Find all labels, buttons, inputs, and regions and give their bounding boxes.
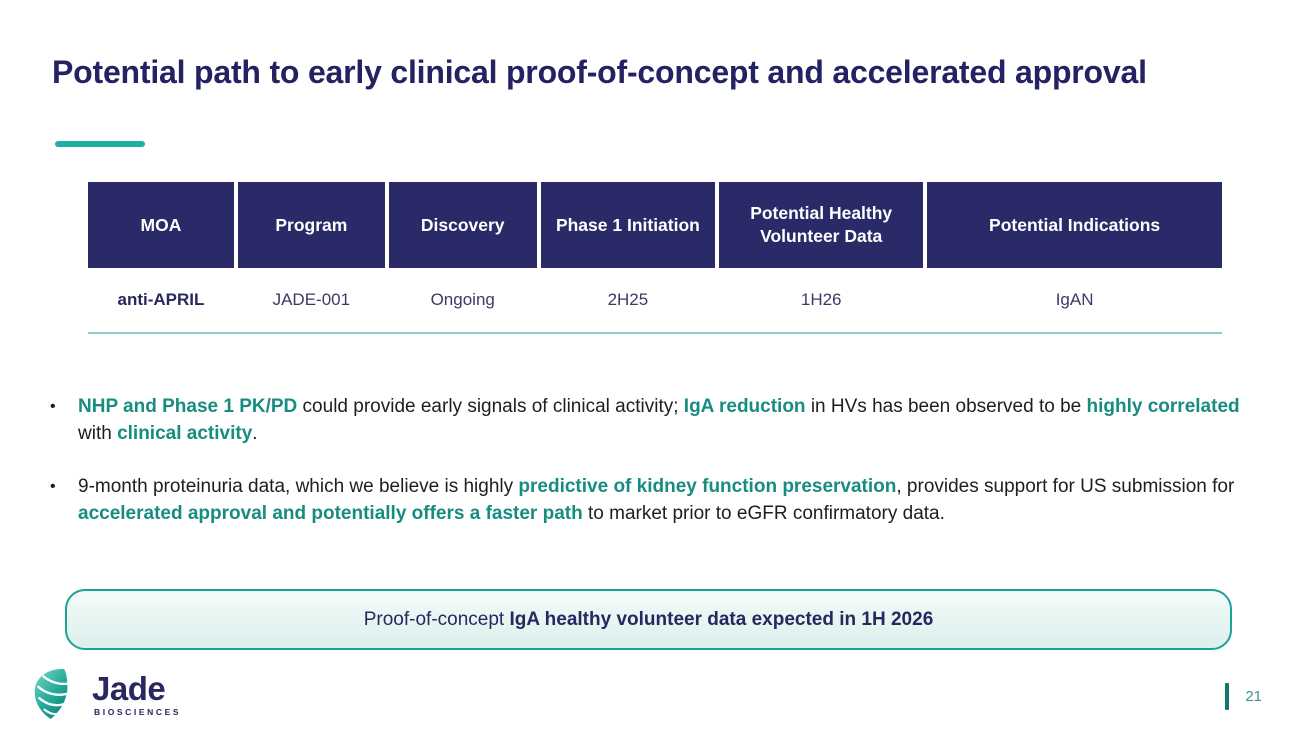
bullet-text-proteinuria: 9-month proteinuria data, which we belie… xyxy=(78,476,1235,524)
cell-moa: anti-APRIL xyxy=(117,290,205,309)
logo-wordmark: Jade xyxy=(92,670,166,707)
list-item: • 9-month proteinuria data, which we bel… xyxy=(50,474,1245,527)
page-number-bar xyxy=(1225,683,1230,710)
page-marker: 21 xyxy=(1225,683,1262,710)
jade-biosciences-logo: Jade BIOSCIENCES xyxy=(32,668,181,720)
title-accent-bar xyxy=(55,141,145,147)
cell-program: JADE-001 xyxy=(272,290,351,309)
page-number: 21 xyxy=(1245,688,1262,705)
logo-text: Jade BIOSCIENCES xyxy=(92,668,182,718)
logo-subtitle: BIOSCIENCES xyxy=(94,707,182,718)
table-header-row: MOA Program Discovery Phase 1 Initiation… xyxy=(88,182,1222,268)
jade-leaf-icon xyxy=(34,668,69,719)
cell-discovery: Ongoing xyxy=(430,290,495,309)
cell-healthy-volunteer-data: 1H26 xyxy=(800,290,842,309)
poc-callout-banner: Proof-of-concept IgA healthy volunteer d… xyxy=(65,589,1232,650)
table-underline xyxy=(88,332,1222,334)
slide-title: Potential path to early clinical proof-o… xyxy=(52,54,1147,91)
table-header-moa: MOA xyxy=(88,182,234,268)
list-item: • NHP and Phase 1 PK/PD could provide ea… xyxy=(50,394,1245,447)
table-header-phase1-initiation: Phase 1 Initiation xyxy=(540,182,716,268)
cell-potential-indications: IgAN xyxy=(1055,290,1094,309)
table-header-healthy-volunteer-data: Potential Healthy Volunteer Data xyxy=(719,182,924,268)
cell-phase1-initiation: 2H25 xyxy=(607,290,649,309)
bullet-marker: • xyxy=(50,478,56,496)
table-header-potential-indications: Potential Indications xyxy=(927,182,1222,268)
table-row: anti-APRIL JADE-001 Ongoing 2H25 1H26 Ig… xyxy=(88,268,1222,332)
bullet-list: • NHP and Phase 1 PK/PD could provide ea… xyxy=(50,394,1245,527)
bullet-marker: • xyxy=(50,398,56,415)
table-header-discovery: Discovery xyxy=(388,182,537,268)
bullet-text-pkpd: NHP and Phase 1 PK/PD could provide earl… xyxy=(78,396,1240,444)
program-timeline-table: MOA Program Discovery Phase 1 Initiation… xyxy=(88,182,1222,334)
table-header-program: Program xyxy=(237,182,385,268)
callout-text: Proof-of-concept IgA healthy volunteer d… xyxy=(363,608,934,630)
